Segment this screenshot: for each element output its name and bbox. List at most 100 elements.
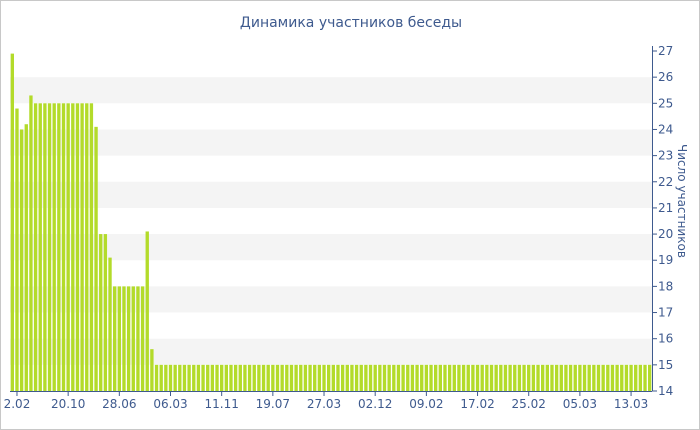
bar <box>178 364 182 391</box>
bar <box>108 257 112 391</box>
bar <box>438 364 443 391</box>
bar <box>410 364 415 391</box>
bar <box>126 286 131 391</box>
bar <box>517 364 522 391</box>
bar <box>378 364 382 391</box>
bar <box>57 103 61 392</box>
y-tick-label: 19 <box>658 253 673 267</box>
x-tick-label: 06.03 <box>153 397 187 411</box>
bar <box>206 364 210 391</box>
bar <box>471 364 475 391</box>
bar <box>345 364 349 391</box>
grid-band <box>10 286 652 313</box>
chart-title: Динамика участников беседы <box>239 15 463 31</box>
bar <box>606 364 610 391</box>
bar <box>38 103 42 392</box>
y-tick-label: 16 <box>658 332 673 346</box>
bar <box>80 103 84 392</box>
bar <box>350 364 354 391</box>
bar <box>299 364 303 391</box>
bar <box>164 364 168 391</box>
bar <box>94 126 98 391</box>
y-tick-label: 18 <box>658 279 673 293</box>
bar <box>503 364 508 391</box>
y-tick-label: 20 <box>658 227 673 241</box>
bar <box>457 364 461 391</box>
y-tick-label: 26 <box>658 70 673 84</box>
bar <box>424 364 429 391</box>
bar <box>568 364 573 391</box>
bar <box>429 364 433 391</box>
bar <box>531 364 536 391</box>
bar <box>10 53 15 391</box>
bar <box>187 364 191 391</box>
bar <box>238 364 242 391</box>
bar <box>634 364 638 391</box>
bar <box>326 364 331 391</box>
bar <box>368 364 373 391</box>
bar <box>387 364 391 391</box>
grid-band <box>10 77 652 104</box>
grid-band <box>10 338 652 365</box>
bar <box>466 364 470 391</box>
grid-band <box>10 181 652 208</box>
bar <box>489 364 494 391</box>
bar <box>452 364 456 391</box>
bar <box>364 364 368 391</box>
bar <box>420 364 424 391</box>
bar <box>75 103 80 392</box>
bar <box>192 364 196 391</box>
bar <box>406 364 410 391</box>
x-tick-label: 13.03 <box>614 397 648 411</box>
bar <box>19 129 24 391</box>
bar <box>592 364 596 391</box>
bar <box>24 124 28 391</box>
bar <box>601 364 605 391</box>
y-tick-label: 15 <box>658 358 673 372</box>
bar <box>522 364 526 391</box>
bar <box>643 364 647 391</box>
x-tick-label: 17.02 <box>460 397 494 411</box>
bar <box>396 364 401 391</box>
bar <box>289 364 294 391</box>
bar <box>638 364 643 391</box>
bar <box>145 231 149 391</box>
bar <box>373 364 377 391</box>
bar <box>29 95 33 391</box>
bar <box>340 364 345 391</box>
bar <box>513 364 517 391</box>
y-tick-label: 22 <box>658 175 673 189</box>
y-tick-label: 23 <box>658 149 673 163</box>
bar <box>61 103 66 392</box>
bar <box>624 364 629 391</box>
bar <box>494 364 498 391</box>
bar <box>545 364 550 391</box>
bar <box>99 234 103 391</box>
bar <box>610 364 615 391</box>
bar <box>596 364 601 391</box>
y-tick-label: 14 <box>658 384 673 398</box>
bar <box>219 364 224 391</box>
bar <box>173 364 177 391</box>
bar <box>168 364 173 391</box>
bar <box>564 364 568 391</box>
bar <box>71 103 75 392</box>
bar <box>336 364 340 391</box>
bar <box>159 364 163 391</box>
y-tick-label: 24 <box>658 122 673 136</box>
bar <box>317 364 322 391</box>
bar <box>359 364 363 391</box>
bar <box>508 364 512 391</box>
bar <box>629 364 633 391</box>
bar <box>620 364 624 391</box>
bar <box>140 286 145 391</box>
x-tick-label: 19.07 <box>256 397 290 411</box>
bar <box>587 364 591 391</box>
bar <box>112 286 117 391</box>
bar <box>89 103 94 392</box>
bar <box>433 364 438 391</box>
bar <box>150 349 154 391</box>
x-tick-label: 02.12 <box>358 397 392 411</box>
bar <box>443 364 447 391</box>
bar <box>252 364 256 391</box>
